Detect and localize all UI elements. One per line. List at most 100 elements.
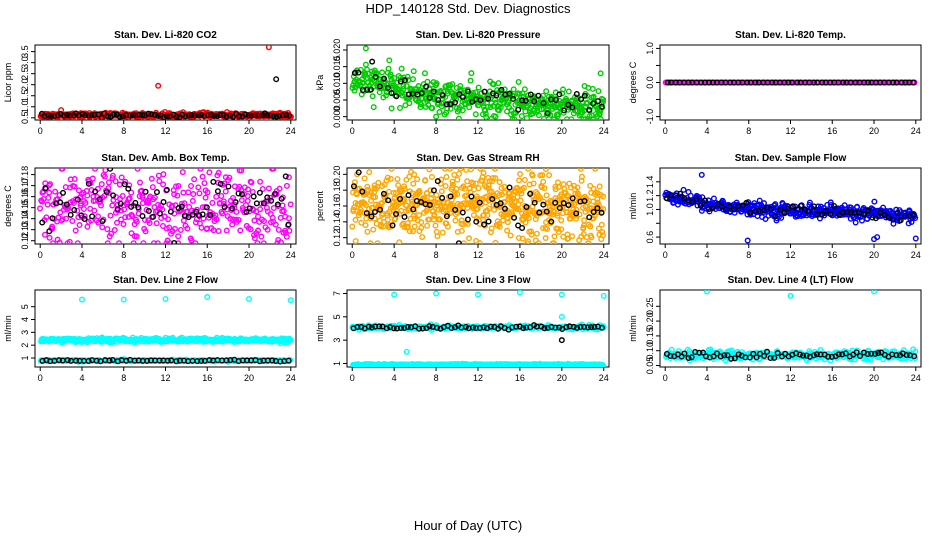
data-point: [246, 295, 253, 302]
data-point: [74, 196, 81, 203]
data-point: [522, 219, 529, 226]
data-point: [245, 112, 252, 119]
x-tick-label: 0: [663, 373, 668, 383]
data-point: [116, 181, 123, 188]
data-point: [449, 181, 456, 188]
data-point: [351, 69, 358, 76]
subplot-4: Stan. Dev. Amb. Box Temp.0 4 8 12 16 20 240.12…: [3, 153, 297, 260]
data-point: [558, 337, 565, 344]
data-point: [491, 168, 498, 172]
data-point: [91, 207, 98, 214]
data-point: [146, 220, 153, 227]
data-point: [565, 101, 572, 108]
x-tick-label: 4: [392, 250, 397, 260]
data-point: [403, 176, 410, 183]
x-tick-label: 20: [557, 373, 567, 383]
data-point: [133, 233, 140, 240]
data-point: [173, 113, 180, 120]
data-point: [362, 45, 369, 52]
data-point: [355, 169, 362, 176]
data-point: [237, 227, 244, 234]
data-point: [475, 291, 482, 298]
data-point: [573, 90, 580, 97]
data-point: [206, 357, 213, 364]
data-point: [114, 206, 121, 213]
data-point: [119, 113, 126, 120]
data-point: [472, 111, 479, 118]
data-point: [188, 182, 195, 189]
data-point: [243, 208, 250, 215]
data-point: [600, 292, 607, 299]
data-point: [108, 230, 115, 237]
data-point: [382, 197, 389, 204]
y-axis-label: percent: [315, 190, 325, 221]
data-point: [390, 198, 397, 205]
data-point: [558, 217, 565, 224]
data-point: [556, 205, 563, 212]
data-point: [273, 113, 280, 120]
data-point: [810, 79, 817, 86]
x-tick-label: 24: [599, 126, 609, 136]
data-point: [248, 112, 255, 119]
data-point: [530, 180, 537, 187]
data-point: [467, 168, 474, 173]
data-point: [245, 186, 252, 193]
data-point: [446, 210, 453, 217]
data-point: [418, 219, 425, 226]
data-point: [186, 204, 193, 211]
data-point: [248, 179, 255, 186]
data-point: [540, 100, 547, 107]
data-point: [96, 196, 103, 203]
data-point: [410, 206, 417, 213]
data-point: [387, 71, 394, 78]
data-point: [555, 111, 562, 118]
data-point: [249, 188, 256, 195]
data-point: [188, 237, 195, 244]
x-tick-label: 12: [473, 126, 483, 136]
data-point: [584, 324, 591, 331]
data-point: [376, 206, 383, 213]
data-point: [459, 209, 466, 216]
data-point: [722, 206, 729, 213]
data-point: [351, 87, 358, 94]
data-point: [390, 207, 397, 214]
data-point: [573, 210, 580, 217]
data-point: [769, 79, 776, 86]
points-group: [662, 79, 918, 86]
data-point: [390, 190, 397, 197]
data-point: [267, 194, 274, 201]
y-tick-label: 0.13: [20, 221, 30, 239]
y-tick-label: 1.5: [20, 89, 30, 102]
x-tick-label: 20: [869, 373, 879, 383]
data-point: [171, 225, 178, 232]
x-tick-label: 16: [202, 373, 212, 383]
data-point: [506, 90, 513, 97]
data-point: [401, 183, 408, 190]
data-point: [385, 188, 392, 195]
data-point: [120, 221, 127, 228]
x-tick-label: 0: [663, 250, 668, 260]
data-point: [171, 191, 178, 198]
data-point: [781, 79, 788, 86]
data-point: [219, 210, 226, 217]
data-point: [523, 115, 530, 120]
data-point: [221, 180, 228, 187]
data-point: [59, 216, 66, 223]
data-point: [139, 212, 146, 219]
data-point: [154, 240, 161, 244]
data-point: [435, 97, 442, 104]
data-point: [215, 228, 222, 235]
data-point: [476, 325, 483, 332]
data-point: [772, 213, 779, 220]
data-point: [418, 90, 425, 97]
subplot-title: Stan. Dev. Sample Flow: [735, 153, 847, 164]
data-point: [394, 79, 401, 86]
data-point: [175, 233, 182, 240]
x-tick-label: 8: [746, 126, 751, 136]
x-tick-label: 8: [746, 250, 751, 260]
data-point: [443, 213, 450, 220]
data-point: [384, 84, 391, 91]
data-point: [446, 168, 453, 172]
